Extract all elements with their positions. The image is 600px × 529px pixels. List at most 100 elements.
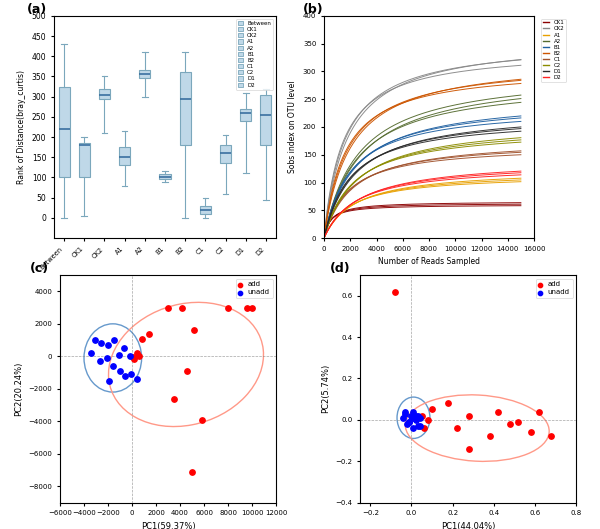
unadd [403, 419, 412, 428]
Line: D1: D1 [324, 131, 521, 238]
PathPatch shape [139, 70, 151, 78]
C2 [427, 148, 434, 154]
Y-axis label: Sobs index on OTU level: Sobs index on OTU level [289, 81, 298, 173]
B1 [414, 132, 421, 138]
add [132, 349, 142, 357]
A2 [517, 99, 524, 105]
add [169, 394, 179, 403]
add [534, 407, 544, 416]
D2 [415, 180, 422, 186]
A2 [427, 114, 434, 120]
D1 [414, 140, 421, 147]
add [464, 444, 474, 453]
add [178, 303, 187, 312]
CK2 [414, 77, 421, 84]
C1 [320, 235, 328, 241]
add [423, 416, 433, 424]
B1 [320, 235, 328, 241]
A1 [437, 183, 445, 189]
unadd [415, 422, 424, 430]
B1 [415, 131, 422, 138]
C2 [414, 151, 421, 157]
A1 [414, 185, 421, 191]
Y-axis label: Rank of Distance(bray_curtis): Rank of Distance(bray_curtis) [17, 70, 26, 184]
CK1 [512, 203, 520, 209]
C2 [482, 142, 489, 148]
Line: B1: B1 [324, 121, 521, 238]
PathPatch shape [160, 174, 170, 179]
PathPatch shape [260, 95, 271, 145]
add [134, 351, 144, 360]
C2 [517, 139, 524, 145]
unadd [103, 341, 113, 349]
B2 [437, 90, 445, 96]
B2 [414, 95, 421, 102]
Text: (d): (d) [330, 262, 350, 275]
D2 [517, 172, 524, 178]
A1 [427, 184, 434, 190]
Y-axis label: PC2(20.24%): PC2(20.24%) [14, 362, 23, 416]
add [144, 330, 154, 338]
PathPatch shape [79, 143, 90, 177]
unadd [108, 362, 118, 370]
D1 [517, 128, 524, 134]
unadd [90, 336, 100, 344]
B1 [437, 127, 445, 133]
Line: C1: C1 [324, 154, 521, 238]
Line: D2: D2 [324, 175, 521, 238]
D1 [427, 138, 434, 144]
Legend: CK1, CK2, A1, A2, B1, B2, C1, C2, D1, D2: CK1, CK2, A1, A2, B1, B2, C1, C2, D1, D2 [541, 19, 566, 82]
D2 [437, 177, 445, 184]
D2 [414, 180, 421, 186]
B1 [482, 121, 489, 127]
add [514, 418, 523, 426]
unadd [413, 412, 422, 420]
CK1 [517, 203, 524, 209]
PathPatch shape [119, 147, 130, 166]
CK1 [427, 203, 434, 209]
PathPatch shape [59, 87, 70, 177]
add [197, 415, 206, 424]
A2 [437, 111, 445, 117]
A2 [414, 117, 421, 124]
C1 [415, 160, 422, 167]
C2 [437, 147, 445, 153]
B1 [427, 129, 434, 135]
B2 [320, 235, 328, 241]
unadd [95, 357, 104, 366]
Legend: add, unadd: add, unadd [536, 279, 572, 298]
B2 [482, 84, 489, 90]
add [419, 424, 428, 432]
D2 [512, 172, 520, 178]
CK2 [482, 65, 489, 71]
A1 [512, 179, 520, 185]
A1 [415, 185, 422, 191]
Legend: Between, CK1, CK2, A1, A2, B1, B2, C1, C2, D1, D2: Between, CK1, CK2, A1, A2, B1, B2, C1, C… [236, 19, 273, 90]
Y-axis label: PC2(5.74%): PC2(5.74%) [321, 364, 330, 414]
add [493, 407, 503, 416]
PathPatch shape [179, 72, 191, 145]
add [242, 303, 252, 312]
A2 [320, 235, 328, 241]
C1 [512, 152, 520, 158]
D2 [482, 174, 489, 180]
PathPatch shape [220, 145, 231, 163]
add [417, 412, 427, 420]
PathPatch shape [99, 88, 110, 99]
unadd [86, 349, 96, 357]
unadd [102, 354, 112, 362]
unadd [132, 375, 142, 384]
C2 [320, 235, 328, 241]
D1 [320, 235, 328, 241]
PathPatch shape [200, 206, 211, 214]
CK2 [517, 62, 524, 68]
X-axis label: PC1(59.37%): PC1(59.37%) [140, 522, 196, 529]
A2 [415, 117, 422, 124]
A1 [482, 180, 489, 186]
Text: (c): (c) [30, 262, 49, 275]
Line: B2: B2 [324, 84, 521, 238]
unadd [415, 414, 424, 422]
A1 [517, 178, 524, 185]
add [505, 419, 515, 428]
unadd [125, 352, 134, 361]
